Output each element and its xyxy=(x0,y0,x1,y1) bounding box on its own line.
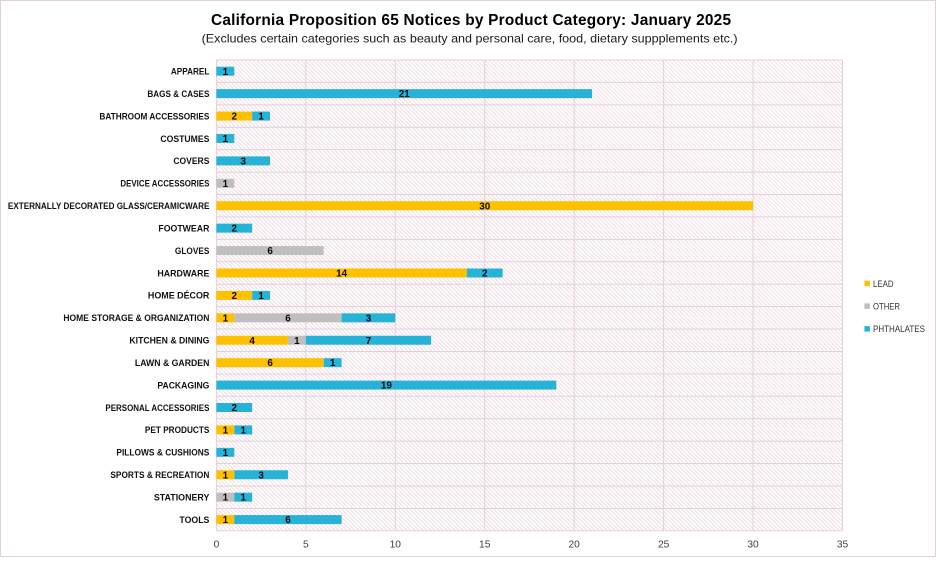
svg-text:2: 2 xyxy=(482,269,488,280)
svg-text:LAWN & GARDEN: LAWN & GARDEN xyxy=(135,358,210,368)
svg-text:PACKAGING: PACKAGING xyxy=(157,380,209,390)
svg-text:1: 1 xyxy=(223,425,229,436)
svg-text:LEAD: LEAD xyxy=(873,279,894,289)
svg-text:3: 3 xyxy=(366,313,372,324)
svg-text:DEVICE ACCESSORIES: DEVICE ACCESSORIES xyxy=(120,179,209,189)
svg-text:COSTUMES: COSTUMES xyxy=(160,134,209,144)
svg-text:25: 25 xyxy=(658,539,670,550)
svg-text:STATIONERY: STATIONERY xyxy=(154,492,210,502)
svg-text:1: 1 xyxy=(223,179,229,190)
svg-text:PET PRODUCTS: PET PRODUCTS xyxy=(145,425,210,435)
svg-text:1: 1 xyxy=(240,493,246,504)
svg-text:1: 1 xyxy=(223,313,229,324)
svg-text:1: 1 xyxy=(258,291,264,302)
svg-text:PERSONAL ACCESSORIES: PERSONAL ACCESSORIES xyxy=(105,403,209,413)
svg-text:4: 4 xyxy=(249,336,255,347)
svg-text:California Proposition 65 Noti: California Proposition 65 Notices by Pro… xyxy=(211,12,731,29)
svg-text:COVERS: COVERS xyxy=(173,156,209,166)
svg-text:PHTHALATES: PHTHALATES xyxy=(873,324,925,334)
svg-text:TOOLS: TOOLS xyxy=(179,515,209,525)
svg-text:6: 6 xyxy=(267,246,273,257)
svg-text:(Excludes certain categories s: (Excludes certain categories such as bea… xyxy=(202,31,738,45)
svg-text:19: 19 xyxy=(381,381,392,392)
svg-text:2: 2 xyxy=(232,291,238,302)
svg-text:30: 30 xyxy=(747,539,759,550)
svg-text:BAGS & CASES: BAGS & CASES xyxy=(147,89,209,99)
svg-text:2: 2 xyxy=(232,224,238,235)
svg-text:HOME DÉCOR: HOME DÉCOR xyxy=(148,291,210,301)
svg-text:1: 1 xyxy=(223,493,229,504)
svg-text:APPAREL: APPAREL xyxy=(171,67,210,77)
svg-text:5: 5 xyxy=(303,539,309,550)
svg-text:3: 3 xyxy=(258,470,264,481)
svg-text:KITCHEN & DINING: KITCHEN & DINING xyxy=(129,336,209,346)
svg-text:1: 1 xyxy=(223,134,229,145)
svg-text:30: 30 xyxy=(479,201,490,212)
svg-text:1: 1 xyxy=(223,515,229,526)
svg-text:SPORTS & RECREATION: SPORTS & RECREATION xyxy=(110,470,209,480)
svg-text:1: 1 xyxy=(223,67,229,78)
svg-text:1: 1 xyxy=(258,112,264,123)
svg-text:EXTERNALLY DECORATED GLASS/CER: EXTERNALLY DECORATED GLASS/CERAMICWARE xyxy=(8,201,210,211)
svg-text:FOOTWEAR: FOOTWEAR xyxy=(158,223,209,233)
svg-text:1: 1 xyxy=(294,336,300,347)
svg-text:14: 14 xyxy=(336,269,347,280)
svg-text:BATHROOM ACCESSORIES: BATHROOM ACCESSORIES xyxy=(99,111,209,121)
svg-text:21: 21 xyxy=(399,89,410,100)
svg-text:2: 2 xyxy=(232,403,238,414)
svg-text:35: 35 xyxy=(837,539,849,550)
svg-text:OTHER: OTHER xyxy=(873,302,900,312)
svg-text:6: 6 xyxy=(267,358,273,369)
svg-text:1: 1 xyxy=(223,448,229,459)
svg-text:PILLOWS & CUSHIONS: PILLOWS & CUSHIONS xyxy=(116,448,209,458)
svg-text:GLOVES: GLOVES xyxy=(175,246,210,256)
svg-text:6: 6 xyxy=(285,313,291,324)
svg-text:1: 1 xyxy=(223,470,229,481)
svg-text:0: 0 xyxy=(214,539,220,550)
svg-text:7: 7 xyxy=(366,336,372,347)
svg-text:3: 3 xyxy=(240,156,246,167)
svg-text:1: 1 xyxy=(240,425,246,436)
svg-text:15: 15 xyxy=(479,539,491,550)
svg-text:2: 2 xyxy=(232,112,238,123)
svg-text:20: 20 xyxy=(568,539,580,550)
svg-text:10: 10 xyxy=(390,539,402,550)
svg-text:HOME STORAGE & ORGANIZATION: HOME STORAGE & ORGANIZATION xyxy=(63,313,209,323)
svg-text:HARDWARE: HARDWARE xyxy=(157,268,209,278)
svg-text:1: 1 xyxy=(330,358,336,369)
svg-text:6: 6 xyxy=(285,515,291,526)
